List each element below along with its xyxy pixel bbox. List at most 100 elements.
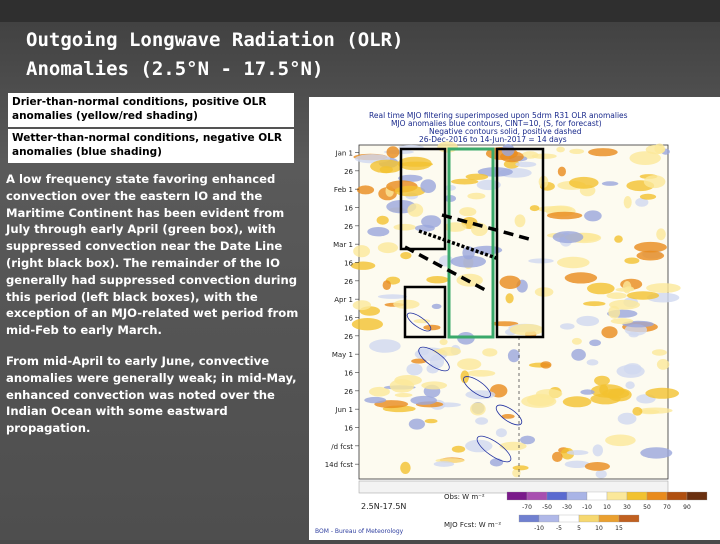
anomaly-patch	[589, 339, 601, 347]
colorbar-swatch	[546, 491, 568, 501]
colorbar-label-obs: Obs: W m⁻²	[444, 493, 485, 501]
olr-anomaly-shading	[350, 141, 681, 479]
anomaly-patch	[587, 282, 615, 295]
olr-hovmoller-plot: Real time MJO filtering superimposed upo…	[315, 111, 708, 535]
anomaly-patch	[415, 224, 435, 232]
anomaly-patch	[426, 276, 449, 284]
colorbar-swatch	[506, 491, 528, 501]
anomaly-patch	[656, 228, 666, 241]
anomaly-patch	[439, 338, 448, 346]
figure-region-label: 2.5N-17.5N	[361, 502, 406, 511]
anomaly-patch	[529, 205, 540, 212]
anomaly-patch	[400, 252, 412, 260]
y-tick-label: 16	[344, 260, 353, 268]
y-tick-label: Jan 1	[335, 150, 353, 158]
y-tick-label: 16	[344, 425, 353, 433]
y-tick-label: 16	[344, 315, 353, 323]
anomaly-patch	[624, 257, 640, 264]
anomaly-patch	[467, 192, 486, 200]
anomaly-patch	[350, 261, 376, 270]
y-tick-label: 26	[344, 388, 353, 396]
colorbar-swatch	[626, 491, 648, 501]
anomaly-patch	[564, 460, 590, 468]
anomaly-patch	[465, 439, 493, 453]
anomaly-patch	[411, 358, 427, 364]
anomaly-patch	[398, 174, 423, 182]
colorbar-tick: -30	[562, 504, 572, 511]
anomaly-patch	[477, 167, 513, 177]
anomaly-patch	[583, 301, 606, 307]
right-black-box	[495, 147, 545, 339]
anomaly-patch	[552, 231, 584, 244]
anomaly-patch	[645, 144, 666, 155]
colorbar: -70 -50 -30 -10 10 30 50 70 90 -10 -5 5 10 15	[506, 491, 708, 532]
anomaly-patch	[640, 447, 673, 459]
anomaly-patch	[601, 181, 619, 186]
colorbar-fcst-tick: 15	[615, 525, 623, 532]
mjo-contour	[495, 404, 523, 426]
anomaly-patch	[625, 381, 635, 390]
mjo-propagation-line-2	[418, 229, 500, 261]
anomaly-patch	[429, 354, 445, 369]
anomaly-patch	[431, 303, 442, 309]
anomaly-patch	[584, 210, 602, 222]
anomaly-patch	[520, 435, 535, 445]
legend-negative-anomalies: Wetter-than-normal conditions, negative …	[8, 129, 294, 163]
anomaly-patch	[605, 434, 636, 447]
anomaly-patch	[364, 396, 387, 404]
anomaly-patch	[389, 379, 415, 393]
y-tick-label: 26	[344, 333, 353, 341]
anomaly-patch	[601, 326, 618, 339]
anomaly-patch	[557, 256, 590, 269]
anomaly-patch	[377, 242, 398, 254]
mjo-contour	[476, 435, 512, 463]
anomaly-patch	[351, 318, 383, 331]
olr-hovmoller-figure: Real time MJO filtering superimposed upo…	[309, 97, 720, 540]
anomaly-patch	[651, 349, 667, 356]
anomaly-patch	[588, 148, 618, 157]
anomaly-patch	[515, 161, 537, 168]
colorbar-fcst-tick: 10	[595, 525, 603, 532]
anomaly-patch	[599, 384, 609, 395]
anomaly-patch	[560, 323, 575, 330]
figure-header-line-1: Real time MJO filtering superimposed upo…	[369, 111, 628, 120]
mjo-contour	[406, 312, 432, 332]
anomaly-patch	[638, 407, 673, 414]
anomaly-patch	[489, 458, 504, 467]
anomaly-patch	[424, 418, 438, 424]
y-tick-label: 14d fcst	[325, 461, 354, 469]
title-line-2: Anomalies (2.5°N - 17.5°N)	[26, 58, 324, 80]
anomaly-patch	[400, 161, 433, 167]
anomaly-patch	[617, 412, 637, 425]
anomaly-patch	[499, 275, 521, 289]
anomaly-patch	[465, 390, 496, 400]
figure-header-line-3: Negative contours solid, positive dashed	[429, 127, 582, 136]
colorbar-swatch	[666, 491, 688, 501]
y-tick-label: Jun 1	[334, 406, 353, 414]
anomaly-patch	[610, 318, 634, 325]
anomaly-patch	[450, 255, 486, 268]
anomaly-patch	[406, 363, 423, 376]
figure-header-line-2: MJO anomalies blue contours, CINT=10, (S…	[391, 119, 602, 128]
colorbar-fcst-swatch	[518, 514, 540, 523]
anomaly-patch	[495, 428, 507, 438]
anomaly-patch	[629, 151, 661, 165]
anomaly-patch	[608, 305, 621, 319]
y-tick-label: Feb 1	[334, 186, 353, 194]
anomaly-patch	[616, 364, 645, 378]
colorbar-fcst-tick: -5	[556, 525, 562, 532]
left-black-box-upper	[399, 147, 447, 251]
anomaly-patch	[370, 159, 403, 174]
y-tick-label: Apr 1	[334, 296, 353, 304]
colorbar-fcst-tick: -10	[534, 525, 544, 532]
y-tick-label: 16	[344, 370, 353, 378]
colorbar-swatch	[646, 491, 668, 501]
anomaly-patch	[614, 235, 623, 243]
y-tick-label: 26	[344, 168, 353, 176]
anomaly-patch	[407, 203, 424, 217]
colorbar-swatch	[526, 491, 548, 501]
anomaly-patch	[369, 339, 401, 353]
colorbar-tick: 90	[683, 504, 691, 511]
anomaly-patch	[400, 461, 411, 474]
anomaly-patch	[393, 223, 416, 231]
